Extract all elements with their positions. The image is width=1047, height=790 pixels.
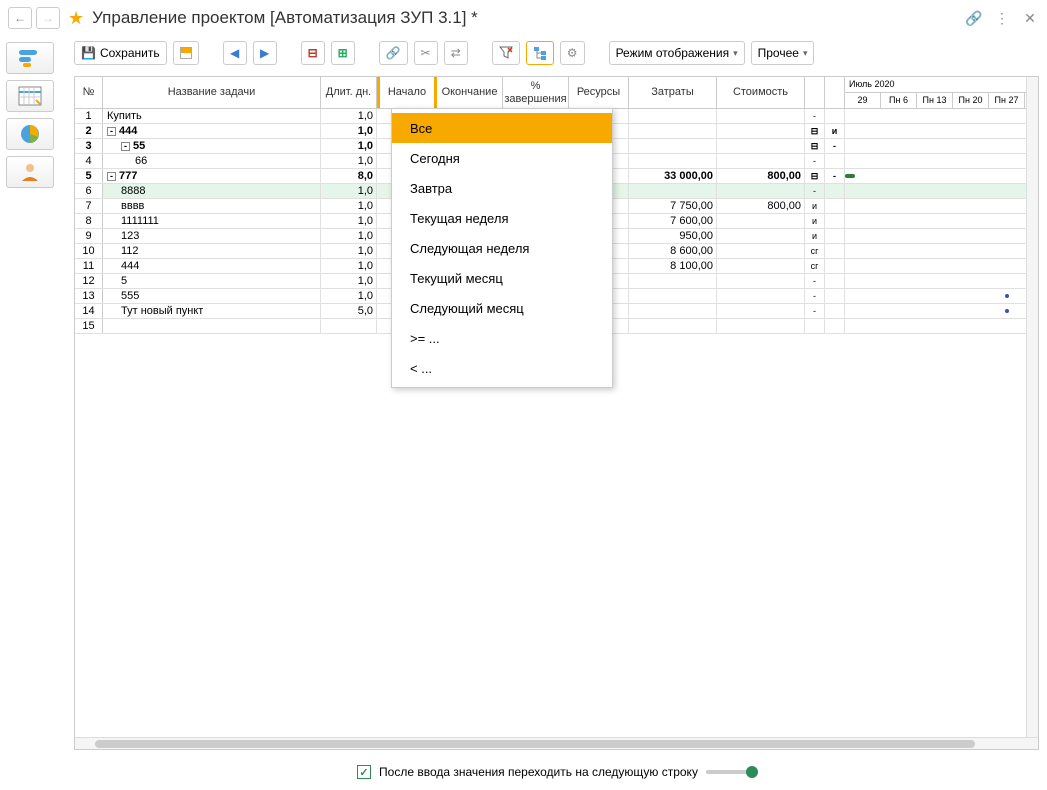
filter-button[interactable]	[492, 41, 520, 65]
gantt-month-label: Июль 2020	[845, 77, 1038, 93]
dropdown-item[interactable]: Следующий месяц	[392, 293, 612, 323]
column-header-icon2[interactable]	[825, 77, 845, 108]
column-header-name[interactable]: Название задачи	[103, 77, 321, 108]
save-button[interactable]: 💾Сохранить	[74, 41, 167, 65]
horizontal-scrollbar[interactable]	[75, 737, 1038, 749]
dropdown-item[interactable]: >= ...	[392, 323, 612, 353]
dropdown-item[interactable]: Текущий месяц	[392, 263, 612, 293]
dropdown-item[interactable]: Завтра	[392, 173, 612, 203]
more-icon[interactable]: ⋮	[993, 9, 1011, 27]
footer-label: После ввода значения переходить на следу…	[379, 765, 698, 779]
save-icon: 💾	[81, 46, 96, 60]
arrow-right-button[interactable]: ▶	[253, 41, 277, 65]
gantt-day-cell: Пн 27	[989, 93, 1025, 108]
gantt-day-cell: Пн 6	[881, 93, 917, 108]
dropdown-item[interactable]: Текущая неделя	[392, 203, 612, 233]
column-header-icon1[interactable]	[805, 77, 825, 108]
arrow-left-button[interactable]: ◀	[223, 41, 247, 65]
relink-button[interactable]: ⇄	[444, 41, 468, 65]
gantt-day-cell: Пн 20	[953, 93, 989, 108]
other-dropdown[interactable]: Прочее	[751, 41, 815, 65]
footer: ✓ После ввода значения переходить на сле…	[74, 758, 1039, 786]
grid-header: № Название задачи Длит. дн. Начало Оконч…	[75, 77, 1038, 109]
tree-button[interactable]	[526, 41, 554, 65]
column-header-end[interactable]: Окончание	[437, 77, 503, 108]
column-header-price[interactable]: Стоимость	[717, 77, 805, 108]
gantt-day-cell: 29	[845, 93, 881, 108]
next-row-checkbox[interactable]: ✓	[357, 765, 371, 779]
sidebar	[6, 42, 62, 188]
dropdown-item[interactable]: Следующая неделя	[392, 233, 612, 263]
nav-back-button[interactable]: ←	[8, 7, 32, 29]
unlink-button[interactable]: ✂	[414, 41, 438, 65]
settings-button[interactable]: ⚙	[560, 41, 585, 65]
gantt-days-row: 29Пн 6Пн 13Пн 20Пн 27	[845, 93, 1038, 108]
sidebar-user-button[interactable]	[6, 156, 54, 188]
column-header-start[interactable]: Начало	[377, 77, 437, 108]
nav-forward-button[interactable]: →	[36, 7, 60, 29]
link-icon[interactable]: 🔗	[965, 9, 983, 27]
tree-toggle-icon[interactable]: -	[107, 127, 116, 136]
sidebar-tasks-button[interactable]	[6, 42, 54, 74]
collapse-button[interactable]: ⊟	[301, 41, 325, 65]
favorite-star-icon[interactable]: ★	[68, 8, 84, 29]
column-header-duration[interactable]: Длит. дн.	[321, 77, 377, 108]
footer-slider[interactable]	[706, 770, 756, 774]
tree-toggle-icon[interactable]: -	[107, 172, 116, 181]
close-icon[interactable]: ✕	[1021, 9, 1039, 27]
gantt-header: Июль 2020 29Пн 6Пн 13Пн 20Пн 27	[845, 77, 1038, 108]
date-filter-dropdown: ВсеСегодняЗавтраТекущая неделяСледующая …	[391, 108, 613, 388]
column-header-percent[interactable]: % завершения	[503, 77, 569, 108]
grid-button[interactable]	[173, 41, 199, 65]
gantt-day-cell: Пн 13	[917, 93, 953, 108]
dropdown-item[interactable]: Все	[392, 113, 612, 143]
sidebar-calendar-button[interactable]	[6, 80, 54, 112]
column-header-cost[interactable]: Затраты	[629, 77, 717, 108]
column-header-resources[interactable]: Ресурсы	[569, 77, 629, 108]
tree-toggle-icon[interactable]: -	[121, 142, 130, 151]
toolbar: 💾Сохранить ◀ ▶ ⊟ ⊞ 🔗 ✂ ⇄ ⚙ Режим отображ…	[0, 36, 1047, 70]
titlebar: ← → ★ Управление проектом [Автоматизация…	[0, 0, 1047, 36]
dropdown-item[interactable]: < ...	[392, 353, 612, 383]
dropdown-item[interactable]: Сегодня	[392, 143, 612, 173]
sidebar-chart-button[interactable]	[6, 118, 54, 150]
link-button[interactable]: 🔗	[379, 41, 408, 65]
display-mode-dropdown[interactable]: Режим отображения	[609, 41, 745, 65]
vertical-scrollbar[interactable]	[1026, 77, 1038, 737]
expand-button[interactable]: ⊞	[331, 41, 355, 65]
column-header-num[interactable]: №	[75, 77, 103, 108]
window-title: Управление проектом [Автоматизация ЗУП 3…	[92, 8, 961, 28]
